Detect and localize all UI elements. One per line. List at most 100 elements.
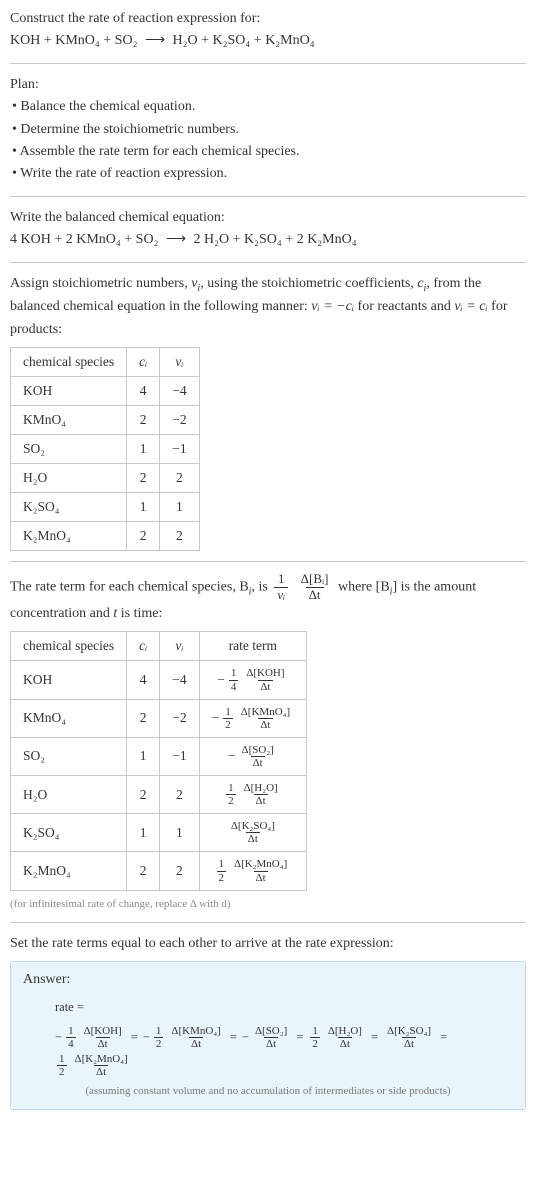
frac-num: Δ[K₂SO₄] xyxy=(385,1025,433,1037)
cell-nui: −2 xyxy=(160,699,199,737)
frac-den: Δt xyxy=(402,1037,416,1050)
cell-ci: 2 xyxy=(127,852,160,890)
th-ci: cᵢ xyxy=(127,348,160,377)
cell-ci: 2 xyxy=(127,406,160,435)
assign-text: Assign stoichiometric numbers, νi, using… xyxy=(10,273,526,342)
coeff-frac: 12 xyxy=(226,782,236,807)
frac-den: 2 xyxy=(154,1037,164,1050)
table-row: KMnO₄2−2−12Δ[KMnO₄]Δt xyxy=(11,699,307,737)
rate-term: 12Δ[H₂O]Δt xyxy=(224,782,282,807)
delta-frac: Δ[KOH]Δt xyxy=(244,667,286,692)
cell-species: KOH xyxy=(11,661,127,699)
arrow-icon: ⟶ xyxy=(162,232,190,247)
frac-num: Δ[K₂MnO₄] xyxy=(73,1053,130,1065)
table2-note: (for infinitesimal rate of change, repla… xyxy=(10,897,526,912)
table-row: SO₂1−1 xyxy=(11,435,200,464)
delta-frac: Δ[KMnO₄]Δt xyxy=(239,706,292,731)
frac-den: Δt xyxy=(246,832,260,845)
frac-num: 1 xyxy=(226,782,236,794)
cell-species: H₂O xyxy=(11,464,127,493)
intro-section: Construct the rate of reaction expressio… xyxy=(10,8,526,53)
answer-rate-row: rate = −14Δ[KOH]Δt = −12Δ[KMnO₄]Δt = −Δ[… xyxy=(55,994,513,1078)
plan-section: Plan: • Balance the chemical equation. •… xyxy=(10,74,526,186)
cell-species: K₂MnO₄ xyxy=(11,852,127,890)
balanced-section: Write the balanced chemical equation: 4 … xyxy=(10,207,526,252)
frac-den: Δt xyxy=(338,1037,352,1050)
cell-species: K₂SO₄ xyxy=(11,493,127,522)
rate-label: rate = xyxy=(55,994,84,1022)
frac-num: 1 xyxy=(154,1025,164,1037)
delta-frac: Δ[SO₂]Δt xyxy=(240,744,276,769)
frac-num: Δ[SO₂] xyxy=(253,1025,289,1037)
rate-term: 12Δ[K₂MnO₄]Δt xyxy=(215,858,292,883)
table-header-row: chemical species cᵢ νᵢ xyxy=(11,348,200,377)
frac-den: 2 xyxy=(223,718,233,731)
set-line: Set the rate terms equal to each other t… xyxy=(10,933,526,955)
cell-nui: −2 xyxy=(160,406,199,435)
frac-num: Δ[KOH] xyxy=(82,1025,124,1037)
frac-num: 1 xyxy=(217,858,227,870)
rate-term: −Δ[SO₂]Δt xyxy=(228,744,278,769)
th-species: chemical species xyxy=(11,348,127,377)
cell-ci: 1 xyxy=(127,493,160,522)
frac-den: 2 xyxy=(226,794,236,807)
frac-den: Δt xyxy=(264,1037,278,1050)
sign: − xyxy=(143,1024,150,1052)
cell-nui: 1 xyxy=(160,493,199,522)
rate-term: 12Δ[H₂O]Δt xyxy=(308,1025,366,1050)
cell-nui: −1 xyxy=(160,435,199,464)
sign: − xyxy=(212,710,220,726)
equals-sign: = xyxy=(128,1024,141,1052)
cell-ci: 2 xyxy=(127,464,160,493)
assign-mid1: , using the stoichiometric coefficients, xyxy=(200,276,417,291)
frac-num: Δ[SO₂] xyxy=(240,744,276,756)
cell-rate: −Δ[SO₂]Δt xyxy=(199,737,307,775)
th-species: chemical species xyxy=(11,632,127,661)
table-row: KOH4−4−14Δ[KOH]Δt xyxy=(11,661,307,699)
cell-nui: 2 xyxy=(160,464,199,493)
cell-species: KOH xyxy=(11,377,127,406)
intro-rhs: H₂O + K₂SO₄ + K₂MnO₄ xyxy=(173,33,315,48)
delta-frac: Δ[KOH]Δt xyxy=(82,1025,124,1050)
frac-num: Δ[Bᵢ] xyxy=(298,572,332,587)
rateterm-mid2: where [B xyxy=(338,580,390,595)
frac-1-over-nui: 1 νᵢ xyxy=(274,572,288,603)
table-row: K₂MnO₄2212Δ[K₂MnO₄]Δt xyxy=(11,852,307,890)
sign: − xyxy=(228,748,236,764)
table-row: K₂SO₄11 xyxy=(11,493,200,522)
equals-sign: = xyxy=(227,1024,240,1052)
coeff-frac: 12 xyxy=(310,1025,320,1050)
sign: − xyxy=(217,672,225,688)
arrow-icon: ⟶ xyxy=(141,33,169,48)
table-row: H₂O22 xyxy=(11,464,200,493)
delta-frac: Δ[H₂O]Δt xyxy=(326,1025,364,1050)
frac-num: Δ[K₂MnO₄] xyxy=(232,858,289,870)
delta-frac: Δ[H₂O]Δt xyxy=(242,782,280,807)
rate-term: 12Δ[K₂MnO₄]Δt xyxy=(55,1053,132,1078)
frac-num: Δ[KOH] xyxy=(244,667,286,679)
intro-title: Construct the rate of reaction expressio… xyxy=(10,8,526,30)
table-header-row: chemical species cᵢ νᵢ rate term xyxy=(11,632,307,661)
frac-dbi-dt: Δ[Bᵢ] Δt xyxy=(298,572,332,603)
delta-frac: Δ[K₂MnO₄]Δt xyxy=(73,1053,130,1078)
cell-nui: 1 xyxy=(160,814,199,852)
frac-num: Δ[K₂SO₄] xyxy=(229,820,277,832)
table-row: SO₂1−1−Δ[SO₂]Δt xyxy=(11,737,307,775)
coeff-frac: 12 xyxy=(57,1053,67,1078)
cell-species: KMnO₄ xyxy=(11,699,127,737)
frac-den: Δt xyxy=(254,794,268,807)
frac-num: 1 xyxy=(229,667,239,679)
delta-frac: Δ[K₂SO₄]Δt xyxy=(385,1025,433,1050)
balanced-title: Write the balanced chemical equation: xyxy=(10,207,526,229)
plan-item: • Write the rate of reaction expression. xyxy=(10,163,526,185)
rate-term: −12Δ[KMnO₄]Δt xyxy=(143,1024,225,1052)
cell-ci: 4 xyxy=(127,377,160,406)
cell-ci: 2 xyxy=(127,699,160,737)
plan-title: Plan: xyxy=(10,74,526,96)
answer-note: (assuming constant volume and no accumul… xyxy=(23,1085,513,1097)
delta-frac: Δ[K₂SO₄]Δt xyxy=(229,820,277,845)
frac-num: Δ[KMnO₄] xyxy=(239,706,292,718)
frac-den: Δt xyxy=(189,1037,203,1050)
equals-sign: = xyxy=(437,1024,450,1052)
coeff-frac: 14 xyxy=(66,1025,76,1050)
